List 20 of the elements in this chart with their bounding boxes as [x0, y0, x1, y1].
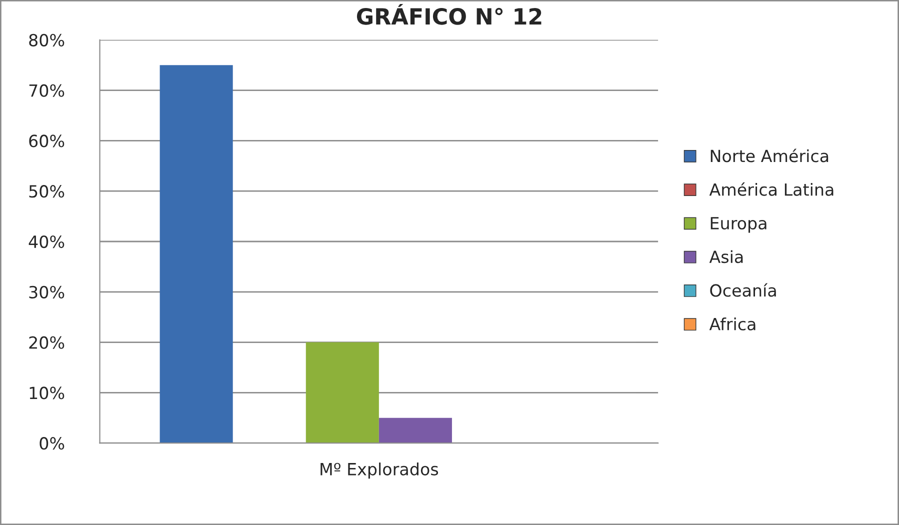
y-tick-label: 10%	[30, 386, 64, 400]
legend-label: Norte América	[710, 148, 828, 162]
y-tick-label: 20%	[29, 336, 64, 349]
y-tick-label: 30%	[29, 286, 64, 298]
chart-title: GRÁFICO N° 12	[356, 4, 542, 25]
y-tick-label: 0%	[40, 437, 64, 450]
legend-label: América Latina	[709, 182, 834, 196]
bar	[160, 65, 233, 444]
y-tick-label: 70%	[29, 84, 64, 97]
y-tick-label: 50%	[29, 185, 64, 198]
legend-label: Asia	[709, 250, 743, 264]
bar	[378, 418, 452, 444]
x-tick-label: Mº Explorados	[320, 462, 438, 479]
legend-label: Europa	[710, 217, 766, 233]
y-tick-label: 60%	[29, 134, 64, 148]
legend-label: Oceanía	[710, 283, 776, 297]
legend-label: Africa	[709, 318, 756, 330]
bar	[306, 342, 379, 444]
y-tick-label: 80%	[29, 34, 64, 46]
y-tick-label: 40%	[28, 235, 64, 248]
